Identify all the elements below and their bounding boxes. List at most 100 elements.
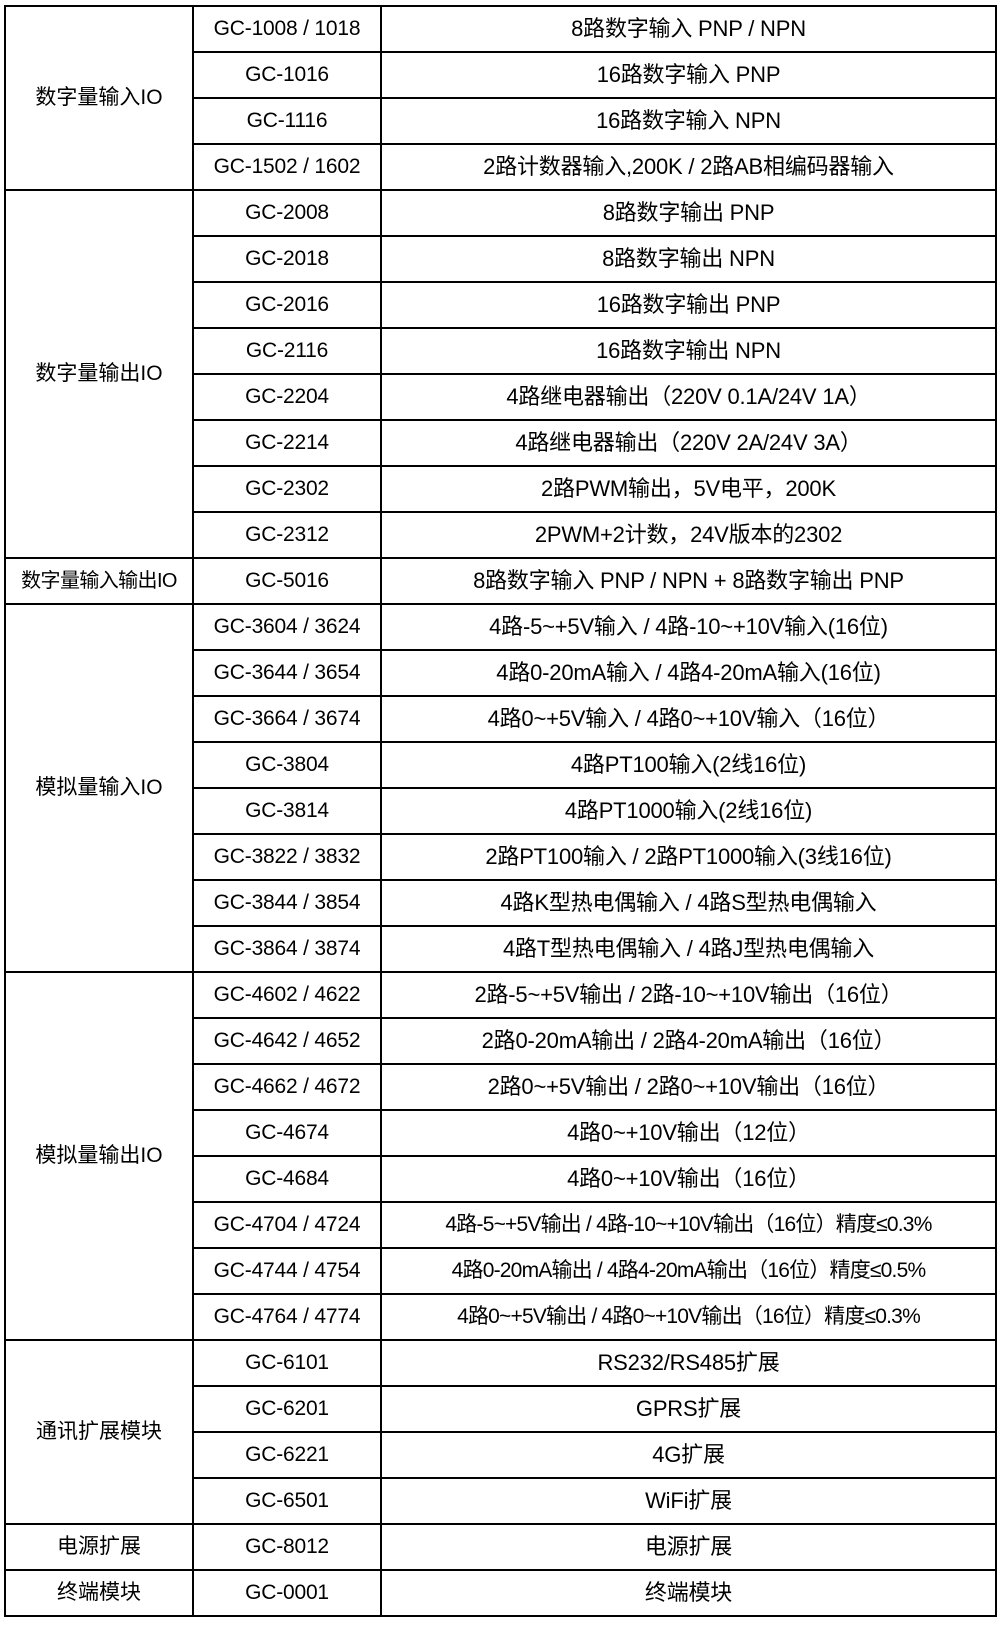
description-cell: 4路-5~+5V输出 / 4路-10~+10V输出（16位）精度≤0.3% — [380, 1201, 997, 1249]
description-cell: 2路0~+5V输出 / 2路0~+10V输出（16位） — [380, 1063, 997, 1111]
model-cell: GC-3604 / 3624 — [192, 603, 382, 651]
table-row: GC-4764 / 4774 4路0~+5V输出 / 4路0~+10V输出（16位… — [5, 1293, 997, 1341]
description-cell: GPRS扩展 — [380, 1385, 997, 1433]
table-row: GC-3664 / 3674 4路0~+5V输入 / 4路0~+10V输入（16位… — [5, 695, 997, 743]
model-cell: GC-0001 — [192, 1569, 382, 1617]
description-cell: 4路0~+5V输出 / 4路0~+10V输出（16位）精度≤0.3% — [380, 1293, 997, 1341]
model-cell: GC-4662 / 4672 — [192, 1063, 382, 1111]
description-cell: 8路数字输入 PNP / NPN — [380, 5, 997, 53]
description-cell: 电源扩展 — [380, 1523, 997, 1571]
model-cell: GC-6221 — [192, 1431, 382, 1479]
group-label-cell: 通讯扩展模块 — [4, 1339, 194, 1525]
description-cell: 2路PWM输出，5V电平，200K — [380, 465, 997, 513]
table-row: GC-4684 4路0~+10V输出（16位） — [5, 1155, 997, 1203]
model-cell: GC-6201 — [192, 1385, 382, 1433]
model-cell: GC-1116 — [192, 97, 382, 145]
table-row: GC-3644 / 3654 4路0-20mA输入 / 4路4-20mA输入(16… — [5, 649, 997, 697]
model-cell: GC-5016 — [192, 557, 382, 605]
group-label-cell: 数字量输入IO — [4, 5, 194, 191]
model-cell: GC-4684 — [192, 1155, 382, 1203]
model-cell: GC-6501 — [192, 1477, 382, 1525]
table-row: GC-2116 16路数字输出 NPN — [5, 327, 997, 375]
model-cell: GC-4744 / 4754 — [192, 1247, 382, 1295]
description-cell: 2PWM+2计数，24V版本的2302 — [380, 511, 997, 559]
model-cell: GC-2018 — [192, 235, 382, 283]
description-cell: 4路0~+10V输出（16位） — [380, 1155, 997, 1203]
table-row: GC-4674 4路0~+10V输出（12位） — [5, 1109, 997, 1157]
table-row: GC-6221 4G扩展 — [5, 1431, 997, 1479]
group-label-cell: 终端模块 — [4, 1569, 194, 1617]
model-cell: GC-1008 / 1018 — [192, 5, 382, 53]
table-row: 数字量输出IO GC-2008 8路数字输出 PNP — [4, 189, 997, 559]
model-cell: GC-3822 / 3832 — [192, 833, 382, 881]
description-cell: 4路0-20mA输出 / 4路4-20mA输出（16位）精度≤0.5% — [380, 1247, 997, 1295]
module-specification-table: 数字量输入IO GC-1008 / 1018 8路数字输入 PNP / NPN GC-… — [4, 5, 997, 1617]
table-row: GC-2302 2路PWM输出，5V电平，200K — [5, 465, 997, 513]
table-row: 通讯扩展模块 GC-6101 RS232/RS485扩展 — [4, 1339, 997, 1525]
description-cell: 4路PT1000输入(2线16位) — [380, 787, 997, 835]
model-cell: GC-1502 / 1602 — [192, 143, 382, 191]
model-cell: GC-4642 / 4652 — [192, 1017, 382, 1065]
table-row: GC-2016 16路数字输出 PNP — [5, 281, 997, 329]
description-cell: 4路T型热电偶输入 / 4路J型热电偶输入 — [380, 925, 997, 973]
description-cell: 4路0~+5V输入 / 4路0~+10V输入（16位） — [380, 695, 997, 743]
model-cell: GC-2116 — [192, 327, 382, 375]
table-row: GC-2214 4路继电器输出（220V 2A/24V 3A） — [5, 419, 997, 467]
table-row: 数字量输入IO GC-1008 / 1018 8路数字输入 PNP / NPN — [4, 5, 997, 191]
description-cell: 4路继电器输出（220V 0.1A/24V 1A） — [380, 373, 997, 421]
description-cell: 16路数字输出 PNP — [380, 281, 997, 329]
group-label-cell: 数字量输入输出IO — [4, 557, 194, 605]
table-row: GC-1016 16路数字输入 PNP — [5, 51, 997, 99]
model-cell: GC-3814 — [192, 787, 382, 835]
model-cell: GC-8012 — [192, 1523, 382, 1571]
model-cell: GC-4764 / 4774 — [192, 1293, 382, 1341]
table-row: GC-2018 8路数字输出 NPN — [5, 235, 997, 283]
description-cell: 4路K型热电偶输入 / 4路S型热电偶输入 — [380, 879, 997, 927]
table-row: GC-3822 / 3832 2路PT100输入 / 2路PT1000输入(3线1… — [5, 833, 997, 881]
model-cell: GC-6101 — [192, 1339, 382, 1387]
model-cell: GC-4704 / 4724 — [192, 1201, 382, 1249]
model-cell: GC-2302 — [192, 465, 382, 513]
table-row: GC-4744 / 4754 4路0-20mA输出 / 4路4-20mA输出（16… — [5, 1247, 997, 1295]
description-cell: 终端模块 — [380, 1569, 997, 1617]
table-row: 模拟量输出IO GC-4602 / 4622 2路-5~+5V输出 / 2路-10~… — [4, 971, 997, 1341]
table-row: GC-2204 4路继电器输出（220V 0.1A/24V 1A） — [5, 373, 997, 421]
description-cell: 8路数字输出 PNP — [380, 189, 997, 237]
table-row: GC-1502 / 1602 2路计数器输入,200K / 2路AB相编码器输入 — [5, 143, 997, 191]
table-row: GC-3804 4路PT100输入(2线16位) — [5, 741, 997, 789]
description-cell: RS232/RS485扩展 — [380, 1339, 997, 1387]
model-cell: GC-3864 / 3874 — [192, 925, 382, 973]
table-row: GC-3864 / 3874 4路T型热电偶输入 / 4路J型热电偶输入 — [5, 925, 997, 973]
table-row: 模拟量输入IO GC-3604 / 3624 4路-5~+5V输入 / 4路-10~… — [4, 603, 997, 973]
description-cell: 2路PT100输入 / 2路PT1000输入(3线16位) — [380, 833, 997, 881]
model-cell: GC-2204 — [192, 373, 382, 421]
model-cell: GC-2312 — [192, 511, 382, 559]
description-cell: WiFi扩展 — [380, 1477, 997, 1525]
description-cell: 8路数字输出 NPN — [380, 235, 997, 283]
description-cell: 4路0~+10V输出（12位） — [380, 1109, 997, 1157]
table-row: 数字量输入输出IO GC-5016 8路数字输入 PNP / NPN + 8路数字输… — [4, 557, 997, 605]
table-row: GC-1116 16路数字输入 NPN — [5, 97, 997, 145]
table-row: 电源扩展 GC-8012 电源扩展 — [4, 1523, 997, 1571]
table-row: GC-6501 WiFi扩展 — [5, 1477, 997, 1525]
description-cell: 4G扩展 — [380, 1431, 997, 1479]
group-label-cell: 电源扩展 — [4, 1523, 194, 1571]
group-label-cell: 模拟量输出IO — [4, 971, 194, 1341]
table-row: GC-3844 / 3854 4路K型热电偶输入 / 4路S型热电偶输入 — [5, 879, 997, 927]
model-cell: GC-4674 — [192, 1109, 382, 1157]
table-row: GC-2312 2PWM+2计数，24V版本的2302 — [5, 511, 997, 559]
table-row: GC-3814 4路PT1000输入(2线16位) — [5, 787, 997, 835]
description-cell: 16路数字输出 NPN — [380, 327, 997, 375]
group-label-cell: 模拟量输入IO — [4, 603, 194, 973]
description-cell: 4路0-20mA输入 / 4路4-20mA输入(16位) — [380, 649, 997, 697]
table-row: GC-4662 / 4672 2路0~+5V输出 / 2路0~+10V输出（16位… — [5, 1063, 997, 1111]
model-cell: GC-3644 / 3654 — [192, 649, 382, 697]
description-cell: 2路-5~+5V输出 / 2路-10~+10V输出（16位） — [380, 971, 997, 1019]
model-cell: GC-1016 — [192, 51, 382, 99]
table-body: 数字量输入IO GC-1008 / 1018 8路数字输入 PNP / NPN GC-… — [4, 5, 997, 1617]
description-cell: 16路数字输入 PNP — [380, 51, 997, 99]
description-cell: 2路0-20mA输出 / 2路4-20mA输出（16位） — [380, 1017, 997, 1065]
description-cell: 4路-5~+5V输入 / 4路-10~+10V输入(16位) — [380, 603, 997, 651]
table-row: GC-4642 / 4652 2路0-20mA输出 / 2路4-20mA输出（16… — [5, 1017, 997, 1065]
group-label-cell: 数字量输出IO — [4, 189, 194, 559]
